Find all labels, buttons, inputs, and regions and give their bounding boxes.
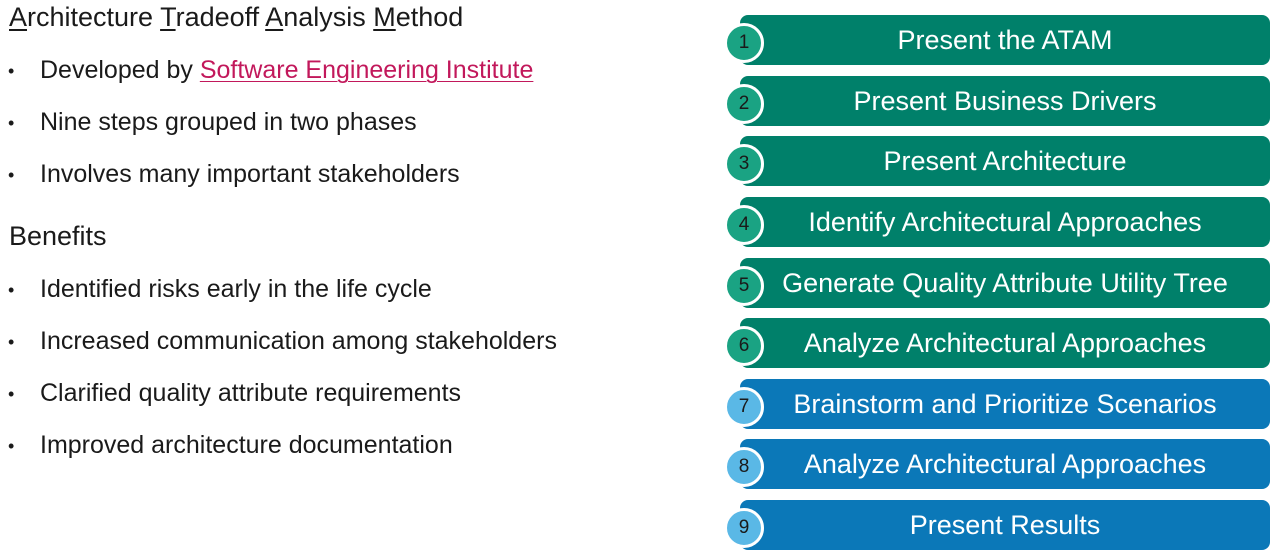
step-6: Analyze Architectural Approaches 6 (724, 318, 1272, 368)
step-label: Analyze Architectural Approaches (740, 318, 1270, 368)
step-number-badge: 7 (724, 387, 764, 427)
bullet-icon: • (8, 165, 15, 185)
step-1: Present the ATAM 1 (724, 15, 1272, 65)
step-label: Present the ATAM (740, 15, 1270, 65)
step-number-badge: 6 (724, 326, 764, 366)
benefits-heading: Benefits (9, 221, 107, 251)
step-5: Generate Quality Attribute Utility Tree … (724, 258, 1272, 308)
step-number-badge: 2 (724, 84, 764, 124)
step-3: Present Architecture 3 (724, 136, 1272, 186)
step-number-badge: 3 (724, 144, 764, 184)
bullet-text: Increased communication among stakeholde… (40, 327, 557, 355)
title-word-rest: ethod (395, 2, 464, 32)
step-4: Identify Architectural Approaches 4 (724, 197, 1272, 247)
title-initial-m: M (373, 2, 396, 32)
step-2: Present Business Drivers 2 (724, 76, 1272, 126)
title-initial-a: A (9, 2, 28, 32)
title-initial-t: T (160, 2, 176, 32)
step-label: Present Business Drivers (740, 76, 1270, 126)
bullet-text: Identified risks early in the life cycle (40, 275, 432, 303)
sei-link[interactable]: Software Engineering Institute (199, 56, 534, 84)
title-word-rest: rchitecture (27, 2, 161, 32)
bullet-text: Nine steps grouped in two phases (40, 108, 417, 136)
step-8: Analyze Architectural Approaches 8 (724, 439, 1272, 489)
step-number-badge: 5 (724, 266, 764, 306)
bullet-text: Clarified quality attribute requirements (40, 379, 462, 407)
bullet-icon: • (8, 280, 15, 300)
title-initial-a2: A (265, 2, 284, 32)
bullet-text: Developed by Software Engineering Instit… (40, 55, 533, 85)
bullet-icon: • (8, 384, 15, 404)
step-number-badge: 1 (724, 23, 764, 63)
step-7: Brainstorm and Prioritize Scenarios 7 (724, 379, 1272, 429)
step-label: Analyze Architectural Approaches (740, 439, 1270, 489)
bullet-text: Improved architecture documentation (40, 431, 453, 459)
step-number-badge: 9 (724, 508, 764, 548)
step-label: Present Architecture (740, 136, 1270, 186)
step-label: Identify Architectural Approaches (740, 197, 1270, 247)
bullet-icon: • (8, 61, 15, 81)
bullet-icon: • (8, 113, 15, 133)
step-number-badge: 8 (724, 447, 764, 487)
bullet-text: Involves many important stakeholders (40, 160, 460, 188)
title-word-rest: nalysis (283, 2, 374, 32)
bullet-icon: • (8, 332, 15, 352)
step-label: Brainstorm and Prioritize Scenarios (740, 379, 1270, 429)
title-word-rest: radeoff (175, 2, 266, 32)
bullet-icon: • (8, 436, 15, 456)
step-label: Present Results (740, 500, 1270, 550)
page-title: Architecture Tradeoff Analysis Method (9, 0, 463, 34)
step-label: Generate Quality Attribute Utility Tree (740, 258, 1270, 308)
step-9: Present Results 9 (724, 500, 1272, 550)
step-number-badge: 4 (724, 205, 764, 245)
developed-by-label: Developed by (40, 56, 200, 84)
